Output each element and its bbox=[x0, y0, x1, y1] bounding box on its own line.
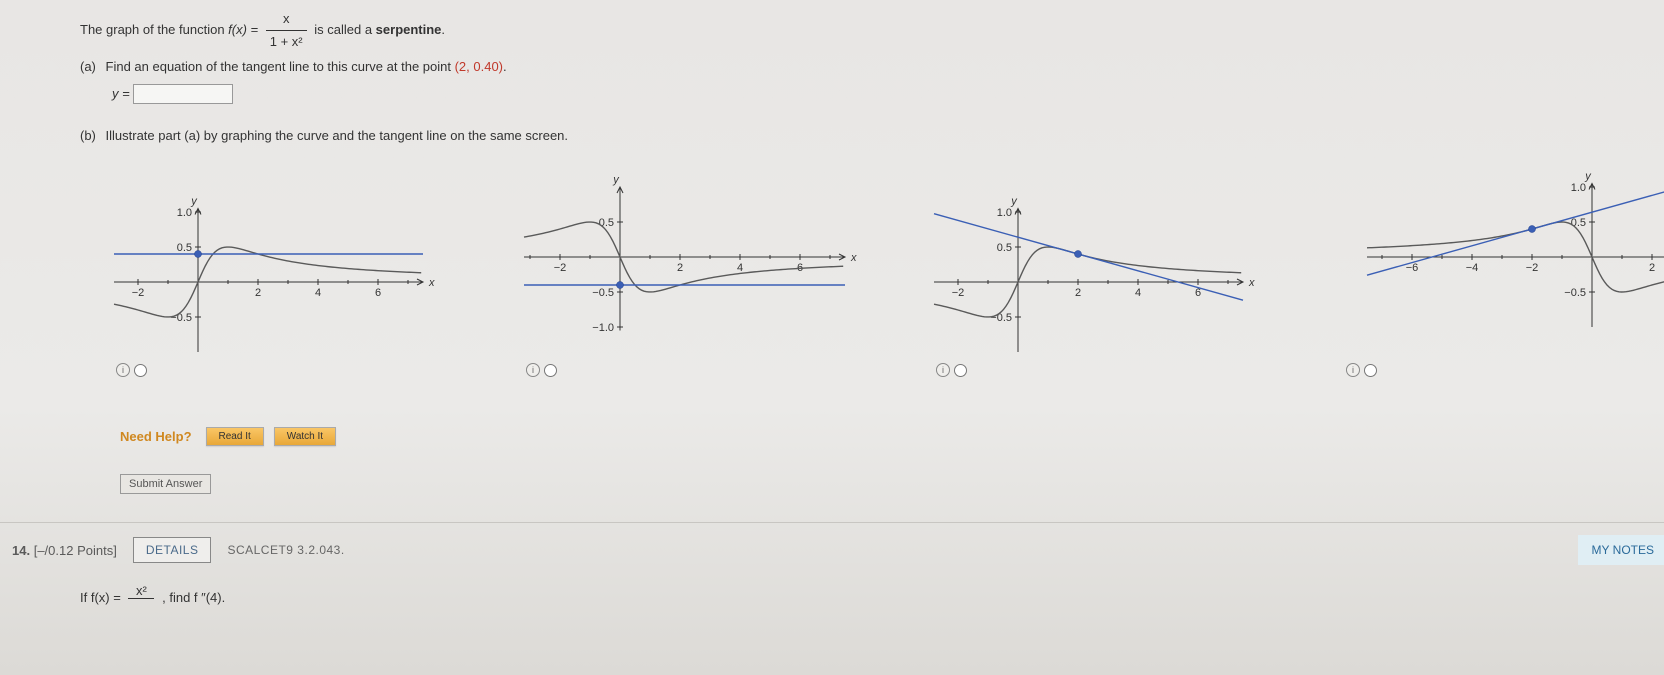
chart-radio-2[interactable] bbox=[544, 364, 557, 377]
info-icon[interactable]: i bbox=[936, 363, 950, 377]
svg-text:1.0: 1.0 bbox=[1571, 182, 1586, 194]
svg-text:0.5: 0.5 bbox=[997, 242, 1012, 254]
svg-text:−4: −4 bbox=[1466, 262, 1479, 274]
svg-text:0.5: 0.5 bbox=[1571, 217, 1586, 229]
my-notes-button[interactable]: MY NOTES bbox=[1578, 535, 1664, 565]
details-button[interactable]: DETAILS bbox=[133, 537, 212, 563]
watch-it-button[interactable]: Watch It bbox=[274, 427, 336, 446]
svg-text:4: 4 bbox=[1135, 287, 1141, 299]
question-14-header: 14. [–/0.12 Points] DETAILS SCALCET9 3.2… bbox=[0, 522, 1664, 565]
chart-radio-4[interactable] bbox=[1364, 364, 1377, 377]
part-b: (b) Illustrate part (a) by graphing the … bbox=[80, 128, 1664, 143]
svg-text:y: y bbox=[1010, 196, 1018, 208]
part-a-text: Find an equation of the tangent line to … bbox=[106, 59, 455, 74]
svg-text:y: y bbox=[612, 174, 620, 186]
y-equals-label: y = bbox=[112, 86, 130, 101]
svg-text:−0.5: −0.5 bbox=[170, 312, 192, 324]
info-icon[interactable]: i bbox=[116, 363, 130, 377]
svg-text:1.0: 1.0 bbox=[997, 207, 1012, 219]
chart-option-3: xy−2246−0.50.51.0i bbox=[930, 157, 1270, 377]
intro-pre: The graph of the function bbox=[80, 22, 228, 37]
svg-text:y: y bbox=[190, 196, 198, 208]
svg-text:−2: −2 bbox=[952, 287, 965, 299]
chart-svg: xy−2246−0.50.51.0 bbox=[930, 157, 1270, 357]
svg-text:−0.5: −0.5 bbox=[1564, 287, 1586, 299]
help-row: Need Help? Read It Watch It bbox=[120, 427, 1664, 446]
q14-source: SCALCET9 3.2.043. bbox=[227, 543, 344, 557]
intro-post: is called a bbox=[314, 22, 375, 37]
svg-text:y: y bbox=[1584, 171, 1592, 183]
svg-text:−0.5: −0.5 bbox=[990, 312, 1012, 324]
q14-fraction: x² bbox=[128, 583, 154, 614]
part-a-label: (a) bbox=[80, 59, 96, 74]
chart-option-2: xy−2246−1.0−0.50.5i bbox=[520, 157, 860, 377]
svg-text:−2: −2 bbox=[1526, 262, 1539, 274]
intro-fx: f(x) = bbox=[228, 22, 262, 37]
part-b-text: Illustrate part (a) by graphing the curv… bbox=[106, 128, 569, 143]
q14-body: If f(x) = x² , find f ″(4). bbox=[80, 583, 1664, 614]
svg-text:4: 4 bbox=[315, 287, 321, 299]
part-a-point: (2, 0.40) bbox=[455, 59, 503, 74]
chart-svg: xy−6−4−22−0.50.51.0 bbox=[1340, 157, 1664, 357]
svg-text:1.0: 1.0 bbox=[177, 207, 192, 219]
q14-number: 14. [–/0.12 Points] bbox=[12, 543, 117, 558]
svg-text:−1.0: −1.0 bbox=[592, 322, 614, 334]
svg-text:4: 4 bbox=[737, 262, 743, 274]
part-a: (a) Find an equation of the tangent line… bbox=[80, 59, 1664, 104]
chart-option-1: x y −2 2 4 6 −0.5 0.5 1.0 i bbox=[110, 157, 450, 377]
svg-text:6: 6 bbox=[375, 287, 381, 299]
charts-row: xy−2246−0.50.51.0ixy−2246−1.0−0.50.5ixy−… bbox=[110, 157, 1664, 377]
svg-text:−2: −2 bbox=[554, 262, 567, 274]
chart-radio-3[interactable] bbox=[954, 364, 967, 377]
svg-text:2: 2 bbox=[677, 262, 683, 274]
svg-text:2: 2 bbox=[1649, 262, 1655, 274]
intro-term: serpentine bbox=[376, 22, 442, 37]
intro-fraction: x 1 + x² bbox=[266, 8, 307, 53]
tangent-equation-input[interactable] bbox=[133, 84, 233, 104]
svg-text:2: 2 bbox=[1075, 287, 1081, 299]
svg-text:−0.5: −0.5 bbox=[592, 287, 614, 299]
svg-text:2: 2 bbox=[255, 287, 261, 299]
chart-option-4: xy−6−4−22−0.50.51.0i bbox=[1340, 157, 1664, 377]
svg-text:0.5: 0.5 bbox=[599, 217, 614, 229]
info-icon[interactable]: i bbox=[1346, 363, 1360, 377]
svg-text:x: x bbox=[1248, 277, 1255, 289]
need-help-label: Need Help? bbox=[120, 429, 192, 444]
info-icon[interactable]: i bbox=[526, 363, 540, 377]
svg-text:x: x bbox=[850, 252, 857, 264]
read-it-button[interactable]: Read It bbox=[206, 427, 264, 446]
submit-answer-button[interactable]: Submit Answer bbox=[120, 474, 211, 494]
svg-text:0.5: 0.5 bbox=[177, 242, 192, 254]
chart-radio-1[interactable] bbox=[134, 364, 147, 377]
chart-svg: xy−2246−1.0−0.50.5 bbox=[520, 157, 860, 357]
svg-text:−2: −2 bbox=[132, 287, 145, 299]
svg-text:x: x bbox=[428, 277, 435, 289]
question-intro: The graph of the function f(x) = x 1 + x… bbox=[80, 8, 1664, 53]
chart-svg: x y −2 2 4 6 −0.5 0.5 1.0 bbox=[110, 157, 450, 357]
part-b-label: (b) bbox=[80, 128, 96, 143]
